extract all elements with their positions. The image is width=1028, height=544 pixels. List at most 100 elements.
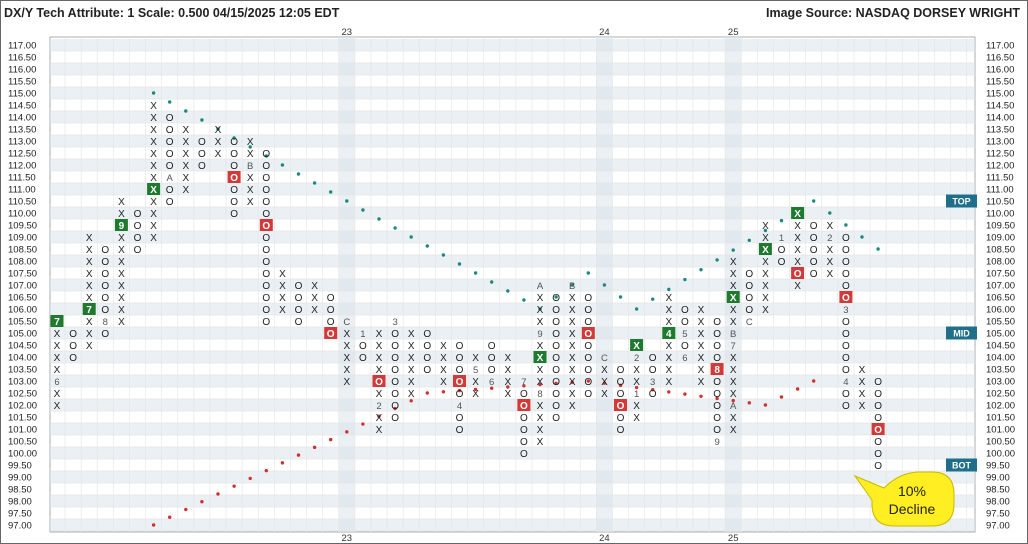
o-box: O <box>745 281 753 292</box>
x-box: 2 <box>634 353 639 364</box>
bearish-resistance-dot <box>457 262 462 266</box>
bearish-resistance-dot <box>586 271 590 275</box>
boxed-signal-label: X <box>730 293 737 304</box>
x-box: X <box>794 221 801 232</box>
o-box: O <box>713 425 721 436</box>
bullish-support-dot <box>586 379 590 383</box>
x-box: X <box>150 125 157 136</box>
x-box: X <box>537 401 544 412</box>
x-box: X <box>762 293 769 304</box>
boxed-signal-label: O <box>456 377 464 388</box>
price-label-right: 104.00 <box>986 353 1015 364</box>
bullish-support-dot <box>812 379 816 383</box>
x-box: X <box>472 377 479 388</box>
o-box: O <box>262 233 270 244</box>
price-band <box>50 39 975 51</box>
o-box: 6 <box>682 353 687 364</box>
bearish-resistance-dot <box>409 235 413 239</box>
o-box: O <box>745 293 753 304</box>
price-band <box>50 519 975 531</box>
price-label-left: 112.50 <box>8 149 36 160</box>
price-band <box>50 495 975 507</box>
x-box: X <box>504 365 511 376</box>
price-label-left: 104.00 <box>8 353 37 364</box>
boxed-signal <box>662 327 676 339</box>
x-box: X <box>826 245 833 256</box>
o-box: O <box>713 377 721 388</box>
bullish-support-dot <box>506 385 510 389</box>
x-box: X <box>537 317 544 328</box>
o-box: O <box>842 401 850 412</box>
x-box: X <box>150 149 157 160</box>
bearish-resistance-dot <box>264 154 268 158</box>
x-box: X <box>730 377 737 388</box>
x-box: X <box>859 389 866 400</box>
x-box: X <box>118 233 125 244</box>
o-box: O <box>488 353 496 364</box>
o-box: O <box>874 449 882 460</box>
year-label-bottom: 25 <box>728 533 739 544</box>
x-box: X <box>730 353 737 364</box>
o-box: O <box>423 329 431 340</box>
x-box: X <box>279 293 286 304</box>
bullish-support-dot <box>457 388 462 393</box>
o-box: O <box>166 149 174 160</box>
o-box: O <box>295 305 303 316</box>
o-box: O <box>134 233 142 244</box>
bullish-support-dot <box>296 453 301 457</box>
x-box: X <box>537 413 544 424</box>
x-box: B <box>569 281 575 292</box>
o-box: O <box>69 353 77 364</box>
boxed-signal <box>758 243 772 255</box>
o-box: O <box>230 209 238 220</box>
boxed-signal <box>324 327 338 339</box>
o-box: O <box>488 341 496 352</box>
price-band <box>50 159 975 171</box>
o-box: 4 <box>843 377 848 388</box>
price-band <box>50 423 975 435</box>
image-source: Image Source: NASDAQ DORSEY WRIGHT <box>766 6 1020 20</box>
o-box: 3 <box>392 317 397 328</box>
price-label-right: 110.00 <box>986 209 1014 220</box>
o-box: O <box>552 341 560 352</box>
bearish-resistance-dot <box>490 280 494 284</box>
x-box: X <box>408 389 415 400</box>
o-box: O <box>810 245 818 256</box>
x-box: X <box>794 233 801 244</box>
x-box: X <box>118 269 125 280</box>
o-box: O <box>391 389 399 400</box>
o-box: O <box>101 245 109 256</box>
price-label-right: 115.50 <box>986 77 1014 88</box>
boxed-signal <box>791 207 805 219</box>
o-box: A <box>167 173 174 184</box>
bearish-resistance-dot <box>747 238 751 242</box>
bearish-resistance-dot <box>232 136 236 140</box>
boxed-signal <box>630 339 644 351</box>
o-box: O <box>842 233 850 244</box>
o-box: O <box>617 377 625 388</box>
o-box: O <box>198 161 206 172</box>
bearish-resistance-dot <box>200 118 204 122</box>
price-label-left: 106.50 <box>8 293 37 304</box>
o-box: O <box>617 413 625 424</box>
x-box: X <box>150 101 157 112</box>
o-box: O <box>101 257 109 268</box>
bullish-support-dot <box>393 406 397 411</box>
price-label-left: 109.00 <box>8 233 37 244</box>
o-box: 8 <box>103 317 108 328</box>
price-label-left: 113.50 <box>8 125 36 136</box>
x-box: X <box>118 245 125 256</box>
x-box: X <box>279 281 286 292</box>
x-box: X <box>730 281 737 292</box>
x-box: X <box>54 389 61 400</box>
o-box: O <box>295 317 303 328</box>
x-box: X <box>537 365 544 376</box>
o-box: O <box>617 365 625 376</box>
x-box: X <box>150 137 157 148</box>
o-box: O <box>166 185 174 196</box>
x-box: X <box>408 377 415 388</box>
boxed-signal-label: 7 <box>86 305 92 316</box>
bullish-support-dot <box>763 403 768 407</box>
x-box: X <box>408 353 415 364</box>
price-label-right: 97.00 <box>986 521 1010 532</box>
